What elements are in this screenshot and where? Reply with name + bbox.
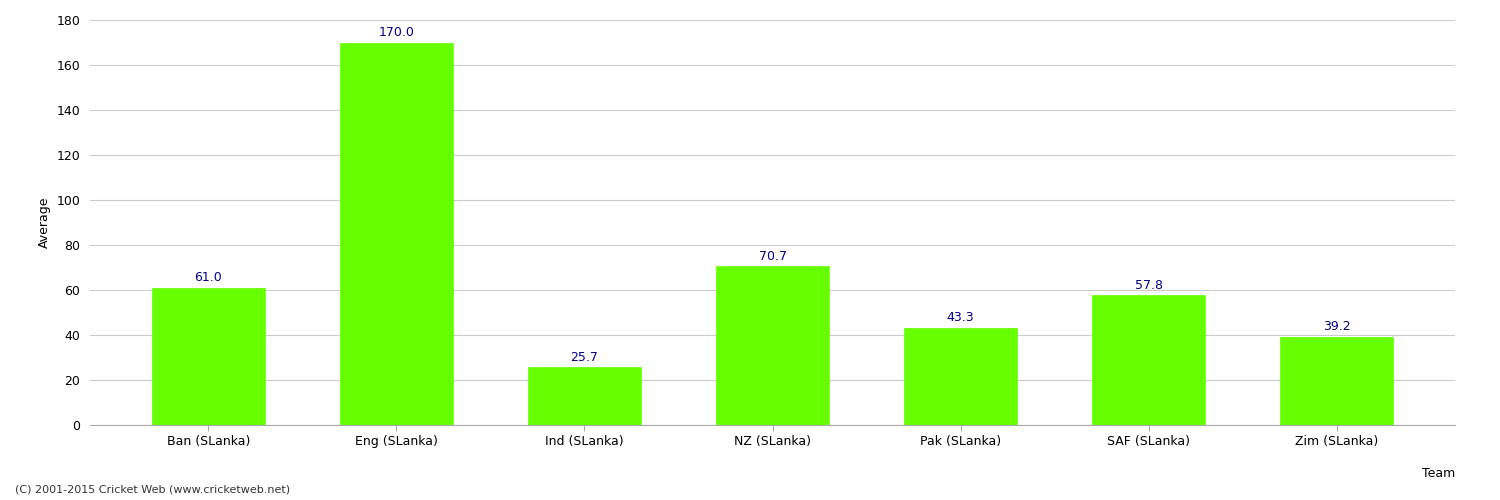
Text: 43.3: 43.3	[946, 311, 975, 324]
Text: 170.0: 170.0	[378, 26, 414, 39]
Bar	[152, 288, 266, 425]
Text: Team: Team	[1422, 466, 1455, 479]
Bar	[340, 42, 453, 425]
Bar	[716, 266, 830, 425]
Text: 61.0: 61.0	[195, 272, 222, 284]
Bar	[528, 367, 640, 425]
Bar	[904, 328, 1017, 425]
Text: (C) 2001-2015 Cricket Web (www.cricketweb.net): (C) 2001-2015 Cricket Web (www.cricketwe…	[15, 485, 290, 495]
Bar	[1092, 295, 1204, 425]
Text: 57.8: 57.8	[1134, 278, 1162, 291]
Bar	[1280, 337, 1394, 425]
Text: 39.2: 39.2	[1323, 320, 1350, 334]
Text: 70.7: 70.7	[759, 250, 786, 262]
Y-axis label: Average: Average	[38, 196, 51, 248]
Text: 25.7: 25.7	[570, 351, 598, 364]
